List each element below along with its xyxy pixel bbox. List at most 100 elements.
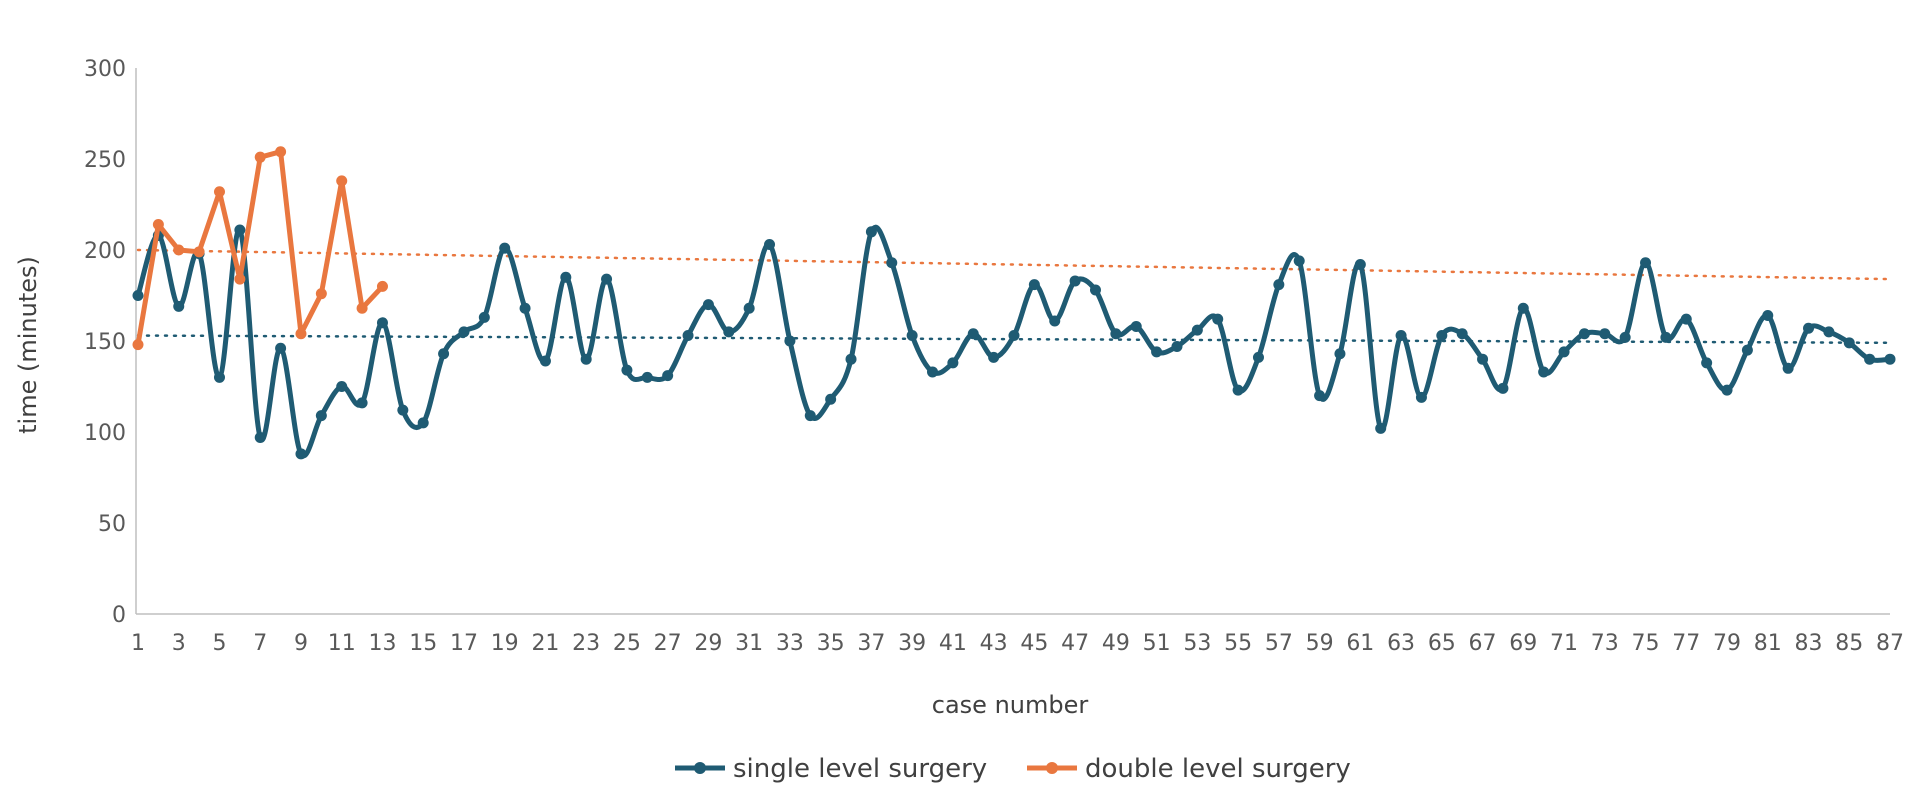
data-point-single (397, 404, 409, 416)
x-tick-label: 3 (172, 631, 186, 656)
data-point-double (356, 302, 368, 314)
data-point-single (1436, 330, 1448, 342)
data-point-single (1252, 351, 1264, 363)
data-point-single (621, 364, 633, 376)
x-tick-label: 65 (1428, 631, 1456, 656)
data-point-single (845, 353, 857, 365)
series-line-single (135, 224, 1893, 459)
data-point-single (1823, 326, 1835, 338)
x-tick-label: 49 (1102, 631, 1130, 656)
y-axis-title: time (minutes) (14, 256, 42, 434)
data-point-single (275, 342, 287, 354)
series (132, 146, 1896, 460)
data-point-single (1191, 324, 1203, 336)
data-point-single (1741, 344, 1753, 356)
x-tick-label: 85 (1835, 631, 1863, 656)
data-point-single (662, 370, 674, 382)
legend: single level surgery double level surger… (675, 754, 1351, 784)
x-tick-label: 23 (572, 631, 600, 656)
x-tick-label: 45 (1020, 631, 1048, 656)
data-point-double (132, 339, 144, 351)
x-tick-label: 69 (1509, 631, 1537, 656)
data-point-single (1538, 366, 1550, 378)
data-point-single (417, 417, 429, 429)
data-point-single (336, 381, 348, 392)
data-point-double (234, 273, 246, 285)
data-point-single (1599, 328, 1611, 340)
data-point-single (988, 351, 1000, 363)
data-point-double (254, 151, 266, 163)
data-point-single (1293, 255, 1305, 267)
data-point-single (886, 257, 898, 269)
data-point-double (213, 186, 225, 198)
data-point-single (743, 302, 755, 314)
data-point-single (1049, 315, 1061, 327)
data-point-single (1558, 346, 1570, 358)
data-point-double (193, 246, 205, 258)
data-point-single (1721, 384, 1733, 396)
legend-swatch-dot-single (694, 762, 706, 774)
x-tick-label: 21 (531, 631, 559, 656)
data-point-single (682, 330, 694, 342)
data-point-single (173, 300, 185, 312)
data-point-single (967, 328, 979, 340)
data-point-single (1864, 353, 1876, 365)
x-tick-label: 9 (294, 631, 308, 656)
x-tick-label: 81 (1754, 631, 1782, 656)
x-tick-label: 67 (1469, 631, 1497, 656)
data-point-single (1089, 284, 1101, 296)
data-point-single (1273, 279, 1285, 291)
x-tick-label: 63 (1387, 631, 1415, 656)
x-tick-label: 17 (450, 631, 478, 656)
data-point-single (458, 326, 470, 338)
x-tick-label: 59 (1306, 631, 1334, 656)
data-point-single (1212, 313, 1224, 325)
data-point-single (519, 302, 531, 314)
data-point-single (1028, 279, 1040, 291)
data-point-single (1375, 422, 1387, 434)
data-point-single (539, 355, 551, 367)
x-tick-label: 77 (1672, 631, 1700, 656)
x-tick-label: 5 (212, 631, 226, 656)
x-tick-label: 75 (1632, 631, 1660, 656)
x-tick-label: 15 (409, 631, 437, 656)
y-tick-label: 150 (84, 330, 126, 355)
x-axis-title: case number (932, 691, 1089, 719)
x-tick-label: 31 (735, 631, 763, 656)
data-point-single (1314, 390, 1326, 402)
x-tick-label: 39 (898, 631, 926, 656)
x-tick-label: 51 (1143, 631, 1171, 656)
data-point-double (173, 244, 185, 256)
x-tick-label: 13 (368, 631, 396, 656)
data-point-single (478, 311, 490, 323)
data-point-double (275, 146, 287, 158)
data-point-single (560, 271, 572, 283)
data-point-single (1130, 320, 1142, 332)
x-tick-label: 33 (776, 631, 804, 656)
x-tick-label: 73 (1591, 631, 1619, 656)
y-tick-label: 100 (84, 421, 126, 446)
data-point-single (1477, 353, 1489, 365)
legend-item-single: single level surgery (675, 754, 987, 784)
x-tick-label: 57 (1265, 631, 1293, 656)
legend-item-double: double level surgery (1027, 754, 1351, 784)
data-point-single (1354, 259, 1366, 271)
x-tick-label: 19 (491, 631, 519, 656)
data-point-single (1884, 353, 1896, 365)
data-point-single (376, 317, 388, 329)
data-point-single (825, 393, 837, 405)
data-point-single (764, 239, 776, 251)
x-tick-label: 71 (1550, 631, 1578, 656)
y-tick-label: 200 (84, 239, 126, 264)
data-point-single (295, 448, 307, 460)
data-point-single (254, 431, 266, 443)
data-point-single (1640, 257, 1652, 269)
data-point-single (1334, 348, 1346, 360)
data-point-single (315, 410, 327, 422)
series-double (132, 146, 388, 351)
x-tick-label: 1 (131, 631, 145, 656)
x-tick-label: 79 (1713, 631, 1741, 656)
data-point-double (152, 219, 164, 231)
data-point-single (1415, 391, 1427, 403)
